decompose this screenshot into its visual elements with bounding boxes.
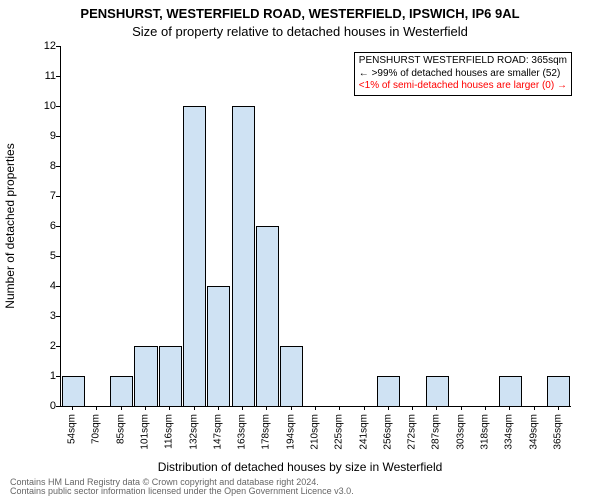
x-tick-label: 132sqm: [188, 414, 199, 450]
x-tick-label: 256sqm: [382, 414, 393, 450]
legend-line: ← >99% of detached houses are smaller (5…: [359, 68, 567, 81]
x-tick-mark: [72, 406, 73, 410]
x-tick-label: 210sqm: [310, 414, 321, 450]
x-tick-mark: [145, 406, 146, 410]
x-tick-label: 54sqm: [67, 414, 78, 444]
x-tick-mark: [364, 406, 365, 410]
x-tick-mark: [412, 406, 413, 410]
bar: [377, 376, 400, 406]
bar: [280, 346, 303, 406]
x-tick-mark: [388, 406, 389, 410]
x-tick-mark: [291, 406, 292, 410]
x-axis-label: Distribution of detached houses by size …: [0, 460, 600, 474]
x-tick-mark: [461, 406, 462, 410]
footer-attribution: Contains HM Land Registry data © Crown c…: [10, 478, 354, 497]
x-tick-label: 272sqm: [407, 414, 418, 450]
chart-container: { "chart": { "type": "bar", "title_line1…: [0, 0, 600, 500]
x-tick-label: 147sqm: [212, 414, 223, 450]
x-tick-label: 349sqm: [528, 414, 539, 450]
x-tick-label: 85sqm: [115, 414, 126, 444]
x-tick-label: 70sqm: [91, 414, 102, 444]
x-tick-mark: [266, 406, 267, 410]
bar: [62, 376, 85, 406]
x-tick-mark: [169, 406, 170, 410]
bar: [256, 226, 279, 406]
bar: [183, 106, 206, 406]
x-tick-mark: [339, 406, 340, 410]
y-tick-label: 12: [44, 40, 56, 52]
x-tick-mark: [509, 406, 510, 410]
x-tick-mark: [218, 406, 219, 410]
x-tick-mark: [534, 406, 535, 410]
x-tick-label: 225sqm: [334, 414, 345, 450]
y-axis-ticks: 0123456789101112: [0, 46, 60, 406]
bar: [207, 286, 230, 406]
x-tick-label: 287sqm: [431, 414, 442, 450]
bar: [159, 346, 182, 406]
x-tick-label: 334sqm: [504, 414, 515, 450]
x-tick-label: 241sqm: [358, 414, 369, 450]
bar: [110, 376, 133, 406]
x-tick-label: 116sqm: [164, 414, 175, 449]
chart-title-line1: PENSHURST, WESTERFIELD ROAD, WESTERFIELD…: [0, 6, 600, 21]
chart-title-line2: Size of property relative to detached ho…: [0, 24, 600, 39]
bar: [134, 346, 157, 406]
x-tick-label: 365sqm: [552, 414, 563, 450]
x-tick-mark: [121, 406, 122, 410]
x-tick-mark: [436, 406, 437, 410]
bar: [426, 376, 449, 406]
x-tick-label: 101sqm: [140, 414, 151, 450]
x-tick-label: 303sqm: [455, 414, 466, 450]
legend-line: PENSHURST WESTERFIELD ROAD: 365sqm: [359, 55, 567, 68]
x-axis-ticks: 54sqm 70sqm 85sqm 101sqm 116sqm 132sqm 147sqm 1…: [60, 406, 570, 456]
plot-area: [60, 46, 571, 407]
bar: [232, 106, 255, 406]
y-tick-label: 11: [45, 70, 56, 82]
x-tick-mark: [558, 406, 559, 410]
x-tick-mark: [315, 406, 316, 410]
x-tick-label: 163sqm: [237, 414, 248, 450]
x-tick-mark: [242, 406, 243, 410]
x-tick-mark: [96, 406, 97, 410]
legend-line: <1% of semi-detached houses are larger (…: [359, 80, 567, 93]
footer-line2: Contains public sector information licen…: [10, 487, 354, 496]
bar: [499, 376, 522, 406]
x-tick-mark: [485, 406, 486, 410]
x-tick-label: 318sqm: [480, 414, 491, 450]
bar: [547, 376, 570, 406]
legend-box: PENSHURST WESTERFIELD ROAD: 365sqm← >99%…: [354, 52, 572, 96]
x-tick-label: 178sqm: [261, 414, 272, 450]
y-tick-label: 10: [44, 100, 56, 112]
x-tick-mark: [194, 406, 195, 410]
x-tick-label: 194sqm: [285, 414, 296, 450]
